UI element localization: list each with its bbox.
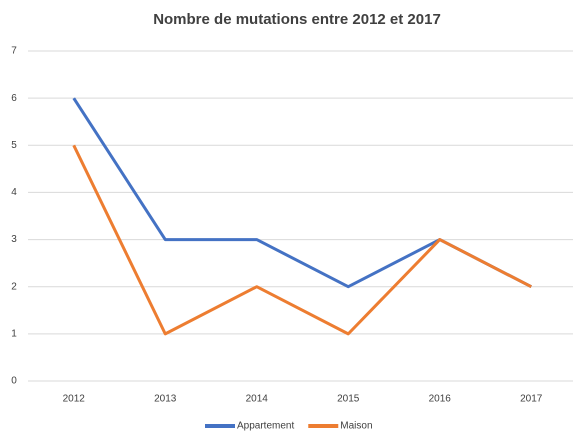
chart-title: Nombre de mutations entre 2012 et 2017	[153, 11, 441, 28]
y-tick-label: 1	[11, 328, 17, 339]
y-tick-label: 5	[11, 140, 17, 151]
x-tick-label: 2014	[246, 394, 269, 405]
legend-label: Appartement	[237, 421, 294, 432]
y-tick-label: 3	[11, 234, 17, 245]
x-tick-label: 2013	[154, 394, 177, 405]
y-tick-label: 6	[11, 93, 17, 104]
x-tick-label: 2012	[63, 394, 86, 405]
legend-label: Maison	[340, 421, 372, 432]
y-tick-label: 0	[11, 376, 17, 387]
y-tick-label: 2	[11, 281, 17, 292]
series-line	[72, 144, 532, 336]
x-tick-label: 2017	[520, 394, 543, 405]
x-tick-label: 2015	[337, 394, 360, 405]
y-tick-label: 7	[11, 46, 17, 57]
y-tick-label: 4	[11, 187, 17, 198]
x-tick-label: 2016	[429, 394, 452, 405]
